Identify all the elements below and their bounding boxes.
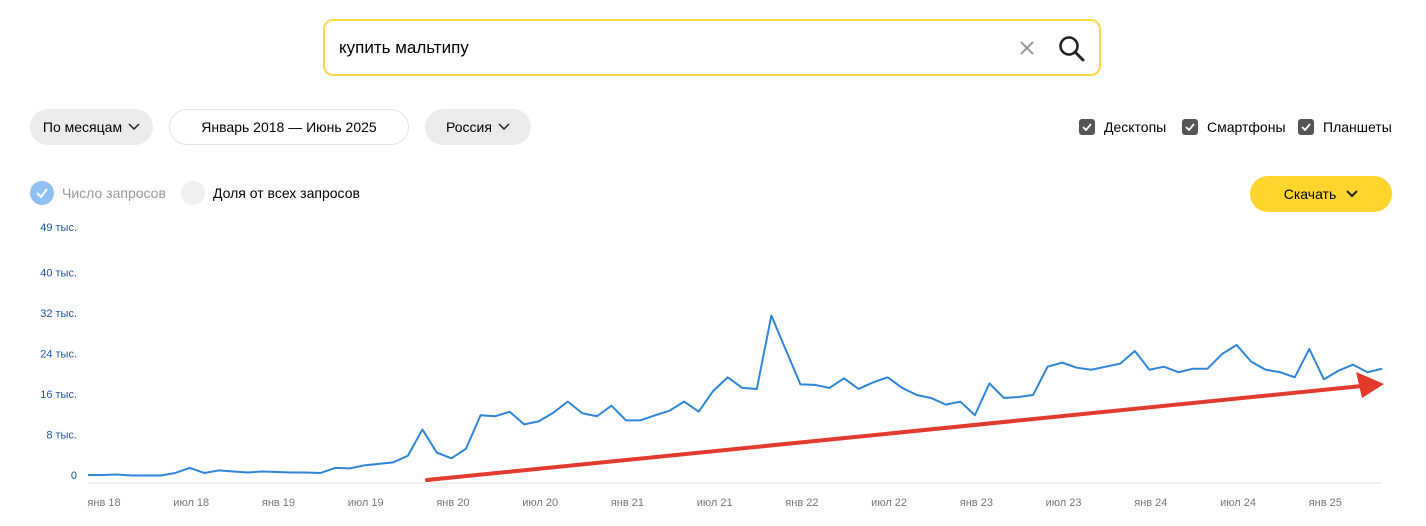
x-tick-label: июл 18 bbox=[173, 497, 209, 509]
mode-radio[interactable]: Число запросов bbox=[30, 181, 166, 205]
chevron bbox=[128, 123, 140, 131]
checkbox-label: Планшеты bbox=[1323, 119, 1392, 135]
trend-arrow bbox=[425, 372, 1384, 482]
x-tick-label: июл 19 bbox=[348, 497, 384, 509]
search-query: купить мальтипу bbox=[339, 38, 469, 57]
x-tick-label: янв 24 bbox=[1134, 497, 1167, 509]
date-range[interactable]: Январь 2018 — Июнь 2025 bbox=[169, 109, 409, 145]
radio-label: Число запросов bbox=[62, 185, 166, 201]
y-tick-label: 16 тыс. bbox=[40, 389, 77, 401]
x-tick-label: июл 21 bbox=[697, 497, 733, 509]
x-tick-label: янв 25 bbox=[1309, 497, 1342, 509]
download-label: Скачать bbox=[1283, 186, 1337, 202]
checkbox-label: Десктопы bbox=[1104, 119, 1167, 135]
x-tick-label: янв 20 bbox=[436, 497, 469, 509]
device-checkbox[interactable]: Десктопы bbox=[1079, 119, 1166, 135]
x-tick-label: янв 19 bbox=[262, 497, 295, 509]
range-label: Январь 2018 — Июнь 2025 bbox=[201, 119, 377, 135]
mode-radio[interactable]: Доля от всех запросов bbox=[181, 181, 360, 205]
x-tick-label: янв 18 bbox=[87, 497, 120, 509]
x-tick-label: янв 21 bbox=[611, 497, 644, 509]
y-tick-label: 8 тыс. bbox=[46, 429, 77, 441]
device-checkbox[interactable]: Смартфоны bbox=[1182, 119, 1286, 135]
x-tick-label: янв 23 bbox=[960, 497, 993, 509]
y-tick-label: 49 тыс. bbox=[40, 222, 77, 234]
checkbox bbox=[1182, 119, 1198, 135]
region-select[interactable]: Россия bbox=[425, 109, 531, 145]
chevron bbox=[498, 123, 510, 131]
checkbox bbox=[1079, 119, 1095, 135]
period-label: По месяцам bbox=[42, 119, 123, 135]
device-checkbox[interactable]: Планшеты bbox=[1298, 119, 1392, 135]
checkbox bbox=[1298, 119, 1314, 135]
x-tick-label: июл 23 bbox=[1046, 497, 1082, 509]
x-tick-label: янв 22 bbox=[785, 497, 818, 509]
x-tick-label: июл 22 bbox=[871, 497, 907, 509]
checkbox-label: Смартфоны bbox=[1207, 119, 1286, 135]
download-button[interactable]: Скачать bbox=[1250, 176, 1392, 212]
chevron bbox=[1346, 190, 1358, 198]
y-tick-label: 32 тыс. bbox=[40, 308, 77, 320]
region-label: Россия bbox=[446, 119, 492, 135]
x-tick-label: июл 20 bbox=[522, 497, 558, 509]
search-box[interactable]: купить мальтипу bbox=[323, 19, 1101, 76]
x-tick-label: июл 24 bbox=[1220, 497, 1256, 509]
search-icon[interactable] bbox=[1058, 35, 1086, 63]
series-line bbox=[88, 314, 1383, 477]
radio-checked bbox=[30, 181, 54, 205]
y-tick-label: 40 тыс. bbox=[40, 267, 77, 279]
radio-label: Доля от всех запросов bbox=[213, 185, 360, 201]
period-select[interactable]: По месяцам bbox=[30, 109, 153, 145]
y-tick-label: 0 bbox=[71, 470, 77, 482]
radio-unchecked bbox=[181, 181, 205, 205]
y-tick-label: 24 тыс. bbox=[40, 348, 77, 360]
clear-icon[interactable] bbox=[1019, 40, 1035, 56]
